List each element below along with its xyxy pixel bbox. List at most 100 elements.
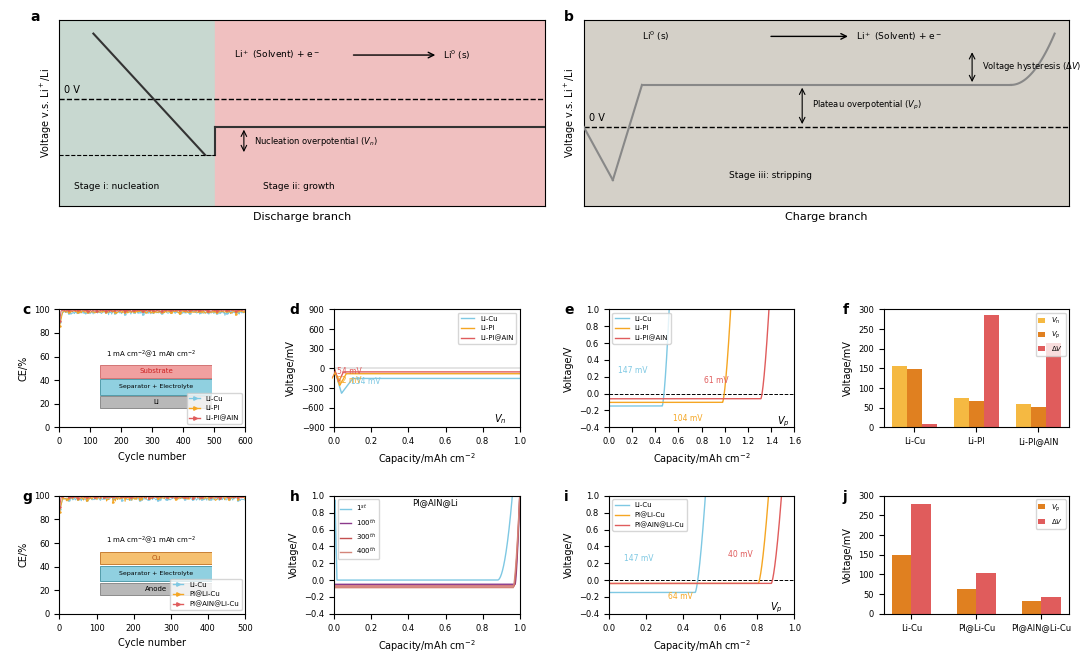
Y-axis label: CE/%: CE/% bbox=[18, 356, 28, 381]
Legend: Li-Cu, PI@Li-Cu, PI@AlN@Li-Cu: Li-Cu, PI@Li-Cu, PI@AlN@Li-Cu bbox=[171, 579, 242, 611]
Bar bbox=[1031, 407, 1045, 427]
Bar bbox=[892, 366, 907, 427]
400$^{th}$ bbox=[327, 584, 340, 592]
Bar bbox=[969, 400, 984, 427]
Text: Li$^0$ (s): Li$^0$ (s) bbox=[642, 29, 670, 43]
Text: Nucleation overpotential ($V_n$): Nucleation overpotential ($V_n$) bbox=[254, 135, 377, 148]
Text: a: a bbox=[30, 10, 40, 24]
Text: j: j bbox=[842, 490, 848, 504]
1$^{st}$ bbox=[399, 576, 411, 584]
Bar bbox=[59, 20, 215, 206]
300$^{th}$ bbox=[362, 582, 375, 590]
X-axis label: Discharge branch: Discharge branch bbox=[253, 212, 351, 222]
Text: 147 mV: 147 mV bbox=[624, 554, 653, 563]
Bar bbox=[892, 555, 912, 614]
1$^{st}$ bbox=[327, 576, 340, 584]
Text: 154 mV: 154 mV bbox=[351, 377, 380, 386]
Text: 61 mV: 61 mV bbox=[704, 375, 729, 385]
X-axis label: Capacity/mAh cm$^{-2}$: Capacity/mAh cm$^{-2}$ bbox=[653, 452, 751, 468]
400$^{th}$ bbox=[467, 584, 480, 592]
Text: 0 V: 0 V bbox=[64, 85, 80, 95]
Bar bbox=[922, 424, 936, 427]
Legend: Li-Cu, Li-PI, Li-PI@AlN: Li-Cu, Li-PI, Li-PI@AlN bbox=[458, 313, 516, 343]
Y-axis label: Voltage v.s. Li$^+$/Li: Voltage v.s. Li$^+$/Li bbox=[39, 68, 54, 158]
Legend: Li-Cu, Li-PI, Li-PI@AlN: Li-Cu, Li-PI, Li-PI@AlN bbox=[612, 313, 671, 343]
400$^{th}$ bbox=[362, 584, 375, 592]
Text: 1 mA cm$^{-2}$@1 mAh cm$^{-2}$: 1 mA cm$^{-2}$@1 mAh cm$^{-2}$ bbox=[106, 534, 195, 547]
Legend: Li-Cu, PI@Li-Cu, PI@AlN@Li-Cu: Li-Cu, PI@Li-Cu, PI@AlN@Li-Cu bbox=[612, 500, 687, 531]
Text: e: e bbox=[565, 304, 573, 317]
100$^{th}$ bbox=[481, 581, 494, 588]
100$^{th}$ bbox=[399, 581, 411, 588]
100$^{th}$ bbox=[362, 581, 375, 588]
100$^{th}$ bbox=[438, 581, 451, 588]
X-axis label: Capacity/mAh cm$^{-2}$: Capacity/mAh cm$^{-2}$ bbox=[653, 638, 751, 653]
300$^{th}$ bbox=[438, 582, 451, 590]
Text: Li$^+$ (Solvent) + e$^-$: Li$^+$ (Solvent) + e$^-$ bbox=[855, 30, 942, 42]
1$^{st}$ bbox=[438, 576, 451, 584]
Legend: Li-Cu, Li-PI, Li-PI@AlN: Li-Cu, Li-PI, Li-PI@AlN bbox=[187, 393, 242, 424]
400$^{th}$ bbox=[481, 584, 494, 592]
Y-axis label: CE/%: CE/% bbox=[18, 542, 28, 567]
Text: b: b bbox=[564, 10, 575, 24]
Text: i: i bbox=[565, 490, 569, 504]
Text: 1 mA cm$^{-2}$@1 mAh cm$^{-2}$: 1 mA cm$^{-2}$@1 mAh cm$^{-2}$ bbox=[106, 348, 195, 360]
Line: 100$^{th}$: 100$^{th}$ bbox=[334, 497, 519, 584]
Text: 40 mV: 40 mV bbox=[728, 550, 753, 560]
Bar bbox=[907, 369, 922, 427]
Text: c: c bbox=[23, 304, 30, 317]
Text: $V_p$: $V_p$ bbox=[778, 415, 789, 429]
300$^{th}$ bbox=[399, 582, 411, 590]
Legend: 1$^{st}$, 100$^{th}$, 300$^{th}$, 400$^{th}$: 1$^{st}$, 100$^{th}$, 300$^{th}$, 400$^{… bbox=[338, 500, 379, 559]
300$^{th}$ bbox=[327, 582, 340, 590]
300$^{th}$ bbox=[448, 582, 461, 590]
Text: g: g bbox=[23, 490, 32, 504]
100$^{th}$ bbox=[448, 581, 461, 588]
Line: 400$^{th}$: 400$^{th}$ bbox=[334, 496, 519, 588]
Bar bbox=[215, 20, 545, 206]
Bar bbox=[954, 398, 969, 427]
Text: Stage iii: stripping: Stage iii: stripping bbox=[729, 171, 812, 180]
X-axis label: Charge branch: Charge branch bbox=[785, 212, 867, 222]
400$^{th}$ bbox=[448, 584, 461, 592]
Text: Stage i: nucleation: Stage i: nucleation bbox=[73, 182, 159, 191]
Bar bbox=[1041, 597, 1061, 614]
Legend: $V_p$, $\Delta V$: $V_p$, $\Delta V$ bbox=[1036, 500, 1066, 529]
Bar bbox=[976, 573, 996, 614]
Y-axis label: Voltage/V: Voltage/V bbox=[288, 532, 299, 578]
Text: h: h bbox=[289, 490, 299, 504]
300$^{th}$ bbox=[467, 582, 480, 590]
Y-axis label: Voltage/V: Voltage/V bbox=[564, 532, 573, 578]
X-axis label: Cycle number: Cycle number bbox=[118, 638, 186, 648]
Y-axis label: Voltage/V: Voltage/V bbox=[564, 345, 573, 392]
1$^{st}$ bbox=[481, 576, 494, 584]
Text: d: d bbox=[289, 304, 299, 317]
Y-axis label: Voltage/mV: Voltage/mV bbox=[842, 527, 852, 582]
Text: Li$^0$ (s): Li$^0$ (s) bbox=[443, 48, 471, 62]
Text: 147 mV: 147 mV bbox=[618, 366, 648, 375]
Bar bbox=[984, 315, 999, 427]
Text: 54 mV: 54 mV bbox=[337, 367, 362, 376]
Line: 1$^{st}$: 1$^{st}$ bbox=[334, 496, 512, 580]
Bar bbox=[912, 503, 931, 614]
Y-axis label: Voltage/mV: Voltage/mV bbox=[842, 340, 852, 396]
400$^{th}$ bbox=[438, 584, 451, 592]
100$^{th}$ bbox=[467, 581, 480, 588]
1$^{st}$ bbox=[362, 576, 375, 584]
Y-axis label: Voltage/mV: Voltage/mV bbox=[286, 340, 296, 396]
Text: $V_p$: $V_p$ bbox=[770, 601, 783, 615]
Y-axis label: Voltage v.s. Li$^+$/Li: Voltage v.s. Li$^+$/Li bbox=[563, 68, 578, 158]
Text: 64 mV: 64 mV bbox=[669, 592, 693, 601]
Line: 300$^{th}$: 300$^{th}$ bbox=[334, 497, 519, 586]
Legend: $V_n$, $V_p$, $\Delta V$: $V_n$, $V_p$, $\Delta V$ bbox=[1036, 313, 1066, 356]
X-axis label: Cycle number: Cycle number bbox=[118, 452, 186, 462]
1$^{st}$ bbox=[467, 576, 480, 584]
300$^{th}$ bbox=[481, 582, 494, 590]
Bar bbox=[1016, 404, 1031, 427]
Text: PI@AlN@Li: PI@AlN@Li bbox=[413, 498, 458, 507]
X-axis label: Capacity/mAh cm$^{-2}$: Capacity/mAh cm$^{-2}$ bbox=[378, 452, 475, 468]
Text: Li$^+$ (Solvent) + e$^-$: Li$^+$ (Solvent) + e$^-$ bbox=[234, 49, 320, 61]
100$^{th}$ bbox=[327, 581, 340, 588]
Bar bbox=[957, 590, 976, 614]
Text: 104 mV: 104 mV bbox=[673, 415, 702, 423]
